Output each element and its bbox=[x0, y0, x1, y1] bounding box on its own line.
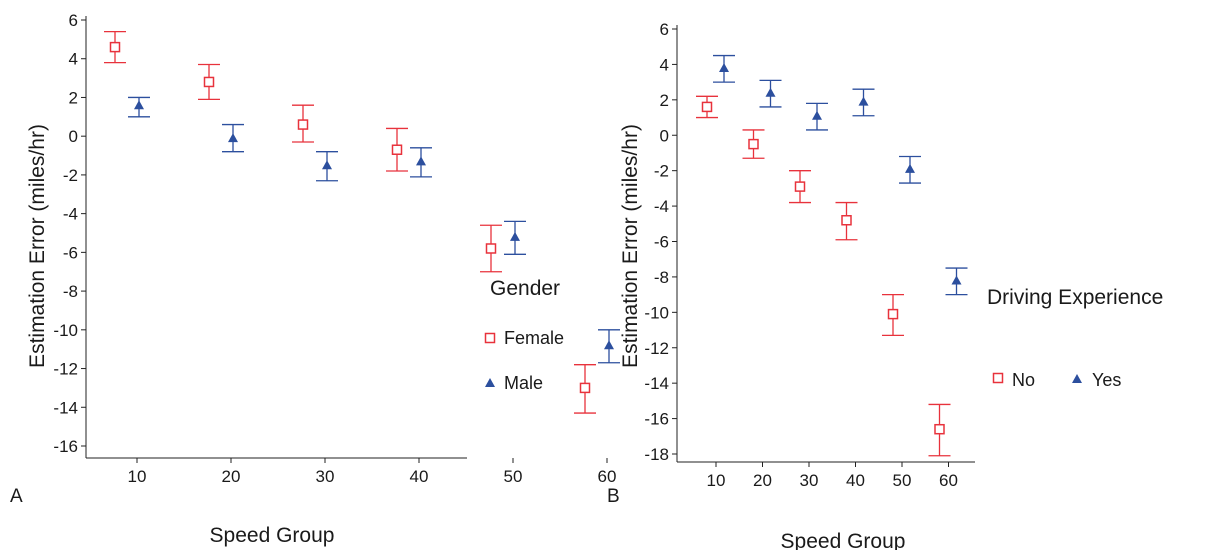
y-tick-label: -2 bbox=[63, 166, 78, 185]
y-tick-label: 0 bbox=[660, 126, 669, 145]
data-point-male bbox=[228, 133, 238, 143]
data-point-female bbox=[579, 382, 591, 394]
legend-label-yes: Yes bbox=[1092, 370, 1121, 390]
x-tick-label: 20 bbox=[753, 471, 772, 490]
y-tick-label: -8 bbox=[63, 282, 78, 301]
data-point-yes bbox=[858, 96, 869, 106]
data-point-yes bbox=[905, 163, 915, 173]
y-tick-label: -18 bbox=[644, 445, 669, 464]
y-tick-label: -12 bbox=[53, 360, 78, 379]
y-tick-label: 0 bbox=[69, 127, 78, 146]
y-tick-label: 2 bbox=[660, 91, 669, 110]
data-point-no bbox=[934, 423, 945, 435]
data-point-no bbox=[748, 138, 759, 150]
data-point-no bbox=[887, 308, 899, 320]
chart-panel-a: Estimation Error (miles/hr) Speed Group … bbox=[10, 11, 620, 547]
y-tick-label: 4 bbox=[69, 50, 78, 69]
y-tick-label: -16 bbox=[644, 410, 669, 429]
y-tick-label: 4 bbox=[660, 55, 669, 74]
legend-title-a: Gender bbox=[490, 277, 560, 300]
data-point-female bbox=[109, 41, 121, 53]
x-tick-label: 50 bbox=[893, 471, 912, 490]
y-tick-label: -12 bbox=[644, 339, 669, 358]
y-tick-label: -4 bbox=[654, 197, 669, 216]
data-point-male bbox=[604, 340, 614, 350]
legend-item-female: Female bbox=[484, 328, 564, 348]
y-tick-label: -16 bbox=[53, 437, 78, 456]
panel-label-b: B bbox=[607, 486, 620, 507]
legend-marker-male bbox=[485, 378, 495, 387]
data-point-no bbox=[701, 101, 713, 113]
data-point-male bbox=[416, 156, 426, 166]
y-tick-label: 6 bbox=[69, 11, 78, 30]
legend-item-male: Male bbox=[485, 373, 543, 393]
data-point-yes bbox=[812, 110, 822, 120]
x-axis-title-b: Speed Group bbox=[781, 530, 906, 550]
legend-marker-yes bbox=[1072, 374, 1082, 383]
legend-item-yes: Yes bbox=[1072, 370, 1121, 390]
x-tick-label: 60 bbox=[598, 467, 617, 486]
y-tick-label: -10 bbox=[644, 303, 669, 322]
data-point-yes bbox=[951, 275, 962, 285]
data-point-no bbox=[794, 181, 806, 192]
data-point-female bbox=[485, 243, 497, 254]
y-tick-label: 6 bbox=[660, 20, 669, 39]
legend-marker-no bbox=[992, 372, 1004, 384]
y-tick-label: -2 bbox=[654, 162, 669, 181]
y-axis-title-b: Estimation Error (miles/hr) bbox=[619, 124, 642, 368]
data-point-female bbox=[297, 119, 309, 130]
data-point-female bbox=[391, 144, 403, 155]
x-tick-label: 30 bbox=[316, 467, 335, 486]
data-point-male bbox=[322, 160, 332, 170]
x-tick-label: 40 bbox=[846, 471, 865, 490]
y-tick-label: -6 bbox=[654, 233, 669, 252]
y-tick-label: 2 bbox=[69, 88, 78, 107]
y-tick-label: -6 bbox=[63, 243, 78, 262]
data-point-no bbox=[841, 215, 852, 226]
data-point-yes bbox=[765, 87, 776, 97]
x-tick-label: 60 bbox=[939, 471, 958, 490]
chart-panel-b: Estimation Error (miles/hr) Speed Group … bbox=[607, 20, 1163, 550]
x-tick-label: 10 bbox=[707, 471, 726, 490]
y-axis-title-a: Estimation Error (miles/hr) bbox=[26, 124, 49, 368]
data-point-yes bbox=[719, 62, 729, 72]
legend-item-no: No bbox=[992, 370, 1035, 390]
y-tick-label: -10 bbox=[53, 321, 78, 340]
x-tick-label: 40 bbox=[410, 467, 429, 486]
legend-label-female: Female bbox=[504, 328, 564, 348]
legend-marker-female bbox=[484, 332, 496, 344]
legend-title-b: Driving Experience bbox=[987, 286, 1163, 309]
x-tick-label: 30 bbox=[800, 471, 819, 490]
x-axis-title-a: Speed Group bbox=[210, 524, 335, 547]
data-point-male bbox=[134, 100, 144, 110]
y-tick-label: -8 bbox=[654, 268, 669, 287]
y-tick-label: -14 bbox=[644, 374, 669, 393]
y-tick-label: -4 bbox=[63, 205, 78, 224]
data-point-male bbox=[510, 231, 520, 241]
data-point-female bbox=[203, 76, 215, 88]
x-tick-label: 50 bbox=[504, 467, 523, 486]
x-tick-label: 10 bbox=[128, 467, 147, 486]
legend-label-male: Male bbox=[504, 373, 543, 393]
x-tick-label: 20 bbox=[222, 467, 241, 486]
panel-label-a: A bbox=[10, 486, 23, 507]
legend-label-no: No bbox=[1012, 370, 1035, 390]
y-tick-label: -14 bbox=[53, 398, 78, 417]
